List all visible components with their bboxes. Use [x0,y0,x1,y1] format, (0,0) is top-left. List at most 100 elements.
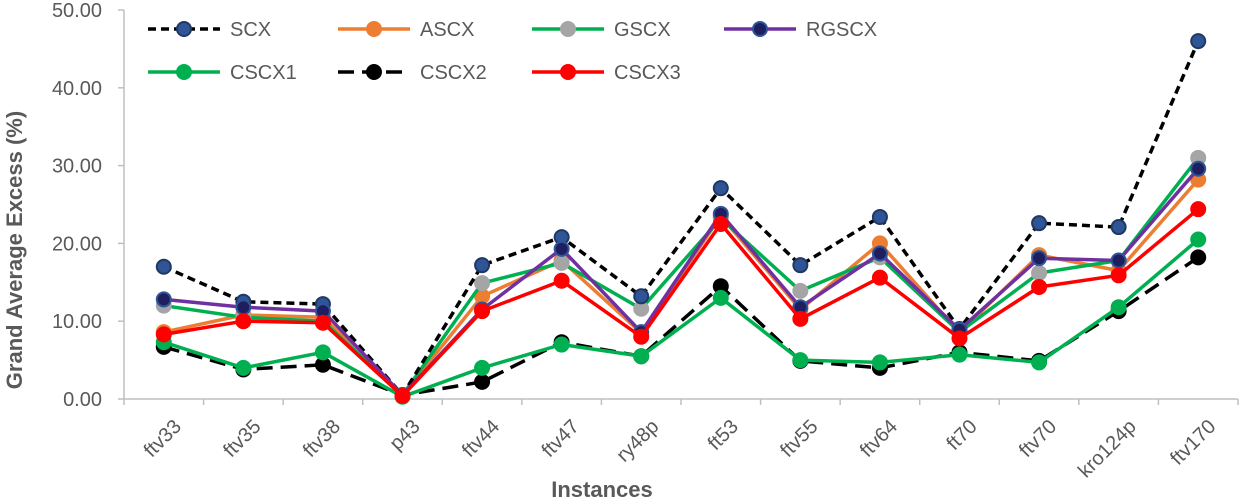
data-point-cscx1 [474,359,491,376]
data-point-rgscx [1031,250,1048,267]
data-point-cscx3 [633,328,650,345]
legend-label-scx: SCX [230,19,271,41]
x-axis-title: Instances [551,477,653,502]
data-point-scx [474,257,491,274]
data-point-scx [1190,33,1207,50]
data-point-scx [712,180,729,197]
x-tick-label: kro124p [1074,416,1141,483]
data-point-cscx3 [792,310,809,327]
legend-marker-scx [176,21,192,37]
x-tick-label: p43 [385,416,424,455]
x-tick-label: ft70 [942,416,981,455]
x-tick-label: ftv47 [538,416,584,462]
legend-item-ascx: ASCX [338,19,474,41]
x-tick-label: ftv170 [1166,416,1220,470]
legend-item-rgscx: RGSCX [724,19,877,41]
data-point-cscx3 [394,387,411,404]
y-tick-label: 50.00 [52,0,102,22]
data-point-cscx2 [474,373,491,390]
legend-item-scx: SCX [148,19,271,41]
series-line-rgscx [163,167,1200,397]
data-point-cscx1 [1031,354,1048,371]
data-point-gscx [474,275,491,292]
series-line-cscx1 [163,238,1200,399]
legend-marker-cscx1 [176,64,192,80]
data-point-rgscx [1190,160,1207,177]
data-point-scx [792,257,809,274]
data-point-cscx3 [951,330,968,347]
data-point-cscx1 [633,348,650,365]
legend-label-ascx: ASCX [420,19,474,41]
data-point-rgscx [553,240,570,257]
data-point-cscx3 [553,272,570,289]
data-point-gscx [1031,264,1048,281]
data-point-rgscx [1110,252,1127,269]
legend-item-cscx1: CSCX1 [148,62,297,84]
legend-item-cscx2: CSCX2 [338,62,487,84]
series-cscx3 [155,201,1207,404]
y-tick-label: 10.00 [52,311,102,333]
data-point-cscx3 [474,303,491,320]
data-point-cscx1 [1190,231,1207,248]
legend-marker-gscx [560,21,576,37]
data-point-gscx [553,254,570,271]
data-point-scx [633,288,650,305]
x-tick-label: ftv44 [458,416,504,462]
data-point-cscx1 [314,344,331,361]
data-point-cscx1 [235,359,252,376]
y-axis-title: Grand Average Excess (%) [2,111,27,389]
x-tick-label: ftv70 [1015,416,1061,462]
x-tick-label: ftv55 [776,416,822,462]
data-point-cscx1 [1110,299,1127,316]
x-tick-label: ftv38 [299,416,345,462]
legend-marker-rgscx [752,21,768,37]
series-line-scx [163,40,1200,397]
data-point-cscx3 [235,313,252,330]
series-line-cscx3 [163,207,1200,398]
x-tick-label: ftv64 [856,416,902,462]
legend-label-rgscx: RGSCX [806,19,877,41]
legend-marker-cscx3 [560,64,576,80]
y-tick-label: 0.00 [63,389,102,411]
legend-label-gscx: GSCX [614,19,671,41]
data-point-scx [1031,215,1048,232]
data-point-scx [871,208,888,225]
data-point-cscx3 [1031,278,1048,295]
legend: SCX ASCX GSCX RGSCX CSCX1 CSCX2 CSCX3 [148,19,877,84]
series-lines [155,33,1207,405]
legend-item-cscx3: CSCX3 [532,62,681,84]
data-point-rgscx [871,245,888,262]
data-point-cscx3 [314,314,331,331]
data-point-cscx3 [155,326,172,343]
legend-marker-ascx [366,21,382,37]
legend-marker-cscx2 [366,64,382,80]
legend-label-cscx3: CSCX3 [614,62,681,84]
data-point-cscx3 [1110,267,1127,284]
data-point-cscx1 [553,336,570,353]
y-tick-label: 40.00 [52,78,102,100]
data-point-scx [155,258,172,275]
y-tick-label: 30.00 [52,156,102,178]
data-point-cscx1 [951,346,968,363]
data-point-cscx1 [792,352,809,369]
x-tick-label: ft53 [704,416,743,455]
x-tick-label: ftv35 [219,416,265,462]
data-point-cscx1 [871,354,888,371]
x-tick-label: ftv33 [140,416,186,462]
series-scx [155,33,1207,404]
data-point-cscx1 [712,289,729,306]
legend-label-cscx2: CSCX2 [420,62,487,84]
legend-item-gscx: GSCX [532,19,671,41]
legend-label-cscx1: CSCX1 [230,62,297,84]
data-point-scx [1110,219,1127,236]
data-point-cscx3 [1190,201,1207,218]
data-point-cscx2 [1190,249,1207,266]
y-tick-label: 20.00 [52,233,102,255]
data-point-cscx3 [712,215,729,232]
data-point-rgscx [235,299,252,316]
data-point-gscx [792,282,809,299]
x-tick-label: ry48p [612,416,663,467]
data-point-rgscx [155,291,172,308]
